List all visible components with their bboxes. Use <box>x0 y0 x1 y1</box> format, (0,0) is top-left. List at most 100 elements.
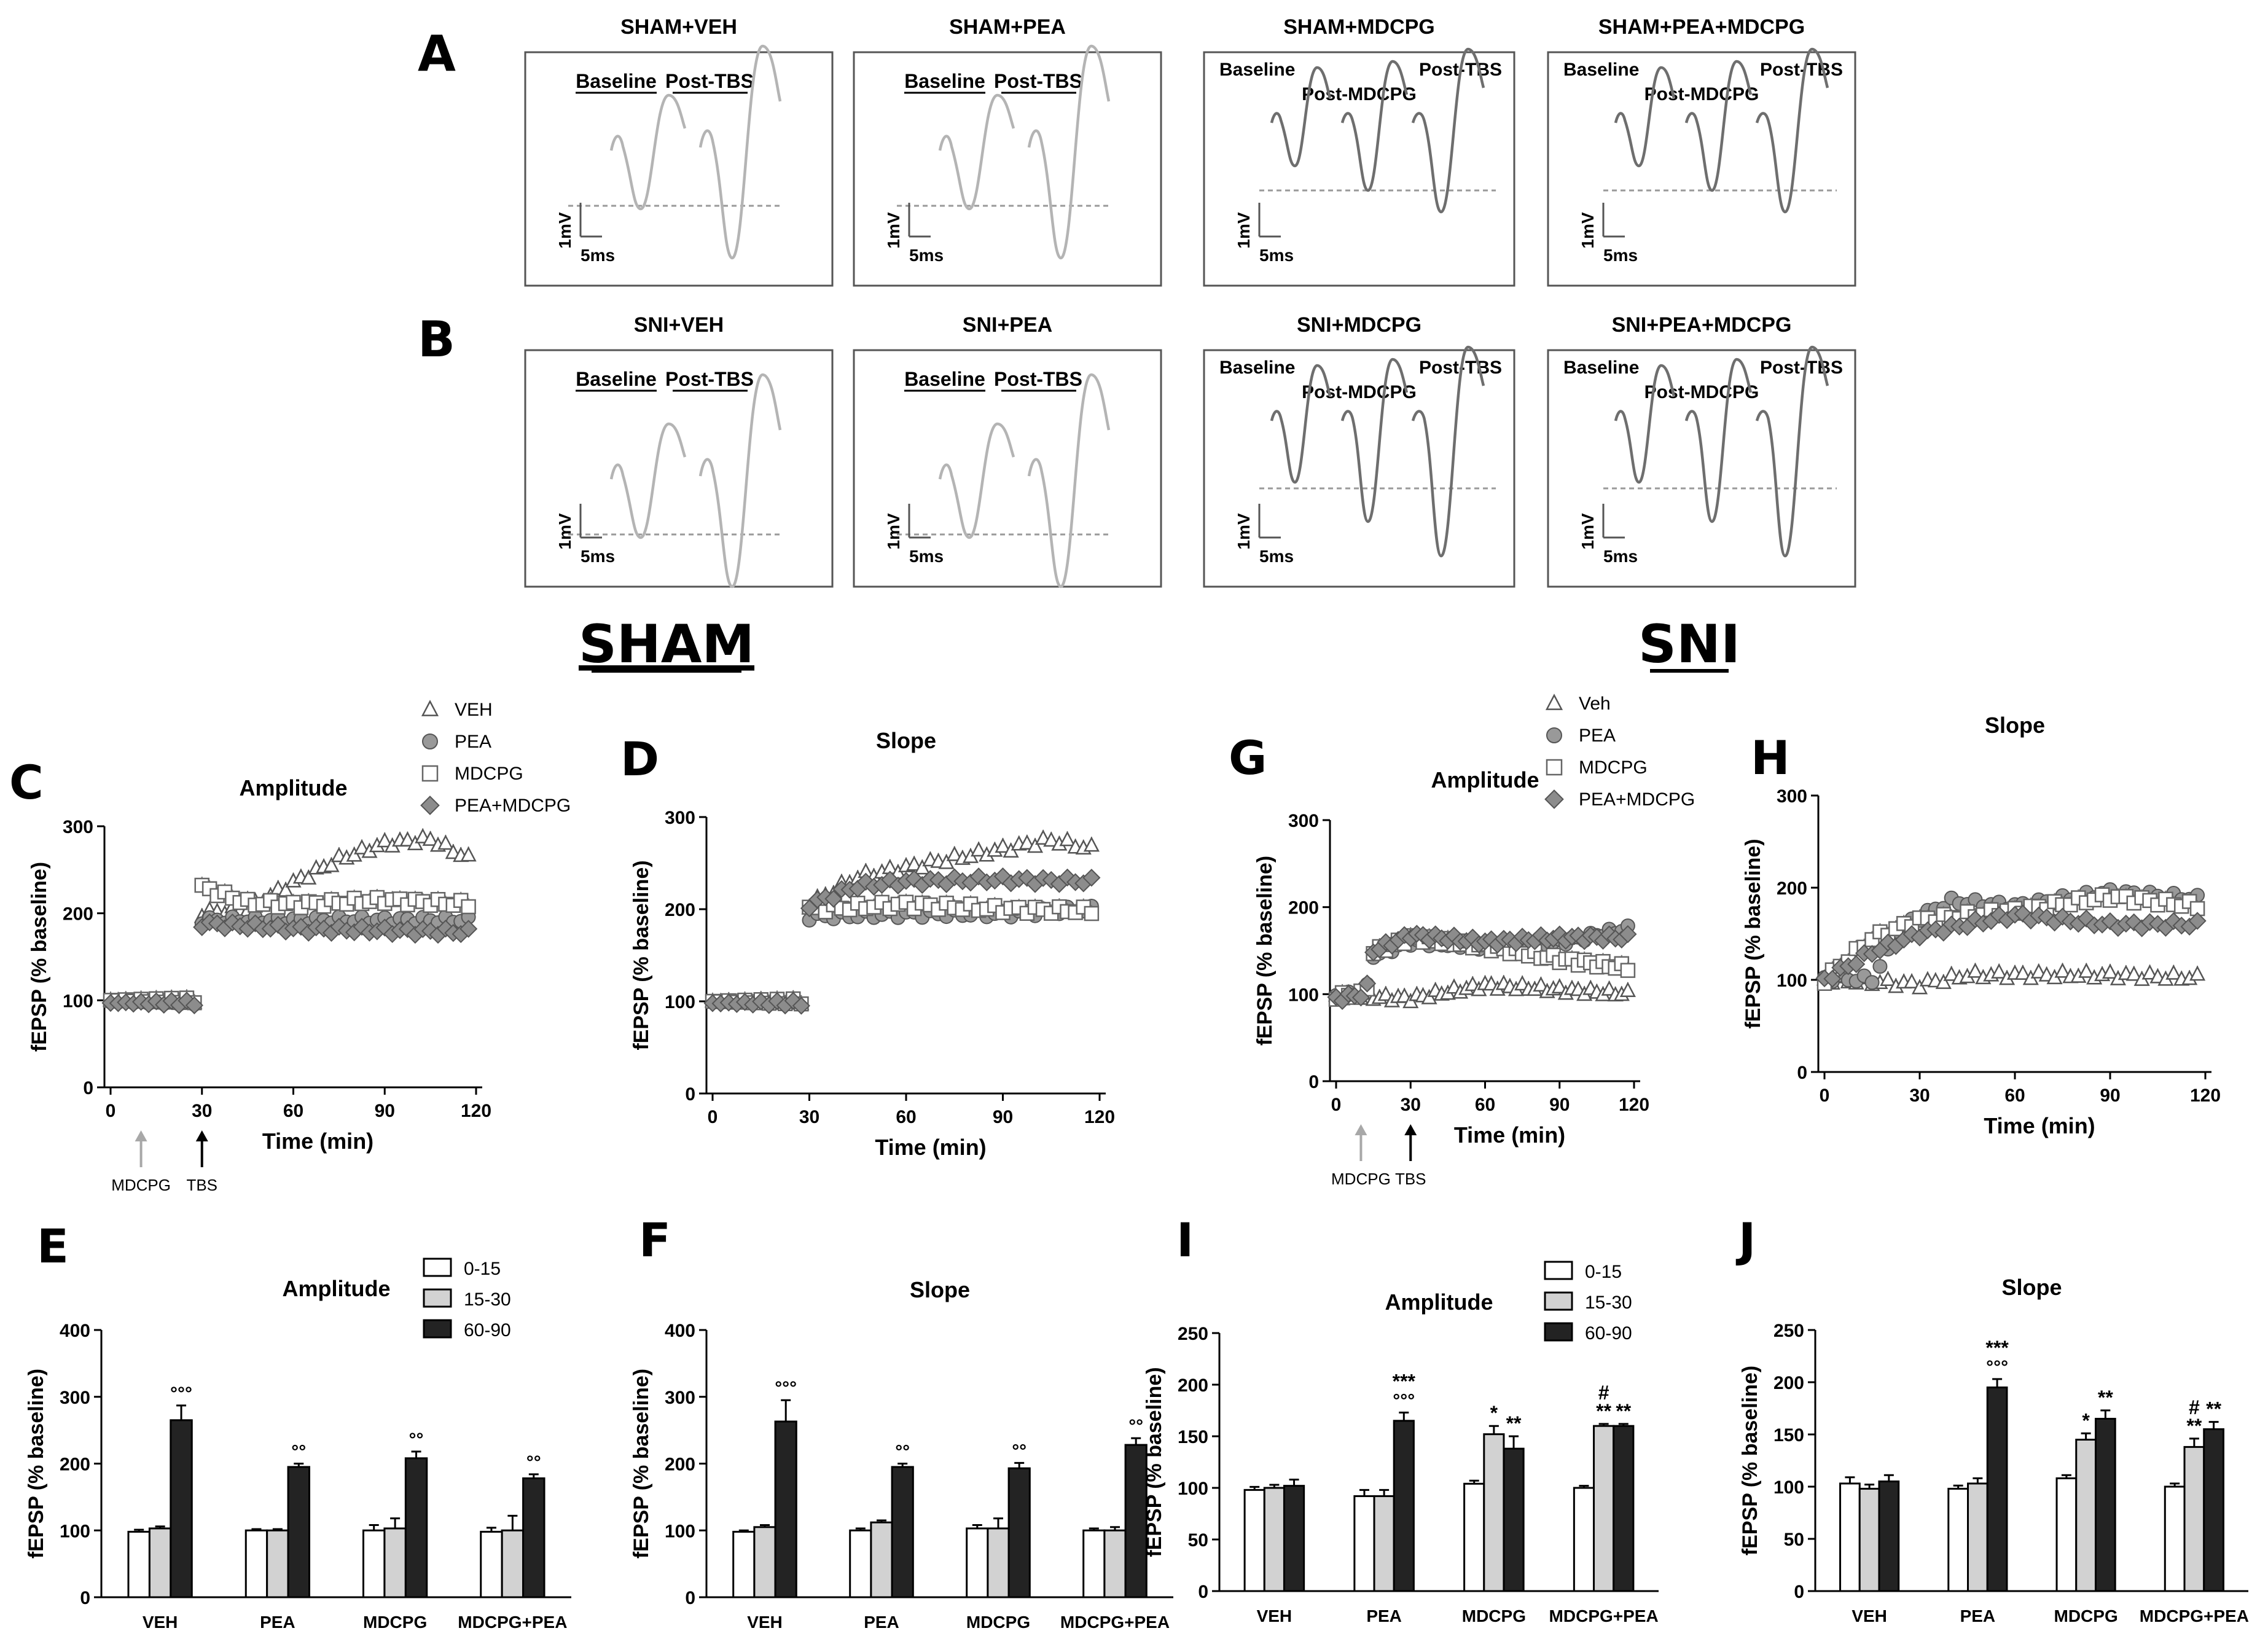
y-tick-label: 0 <box>83 1078 93 1098</box>
legend-marker <box>1546 759 1563 776</box>
trace-panel-box <box>1547 349 1856 588</box>
trace-panels-layer: SHAM+VEH Baseline Post-TBS 1mV 5ms SHAM+PEA Ba… <box>524 15 1856 589</box>
x-tick-label: 0 <box>708 1107 718 1127</box>
y-tick-label: 100 <box>1773 1477 1804 1498</box>
legend-swatch <box>1544 1291 1573 1311</box>
baseline-trace <box>609 93 687 211</box>
x-tick-label: 30 <box>799 1107 819 1127</box>
bar-veh-60-90 <box>170 1419 193 1598</box>
y-tick-label: 200 <box>1178 1375 1208 1396</box>
y-tick-label: 300 <box>665 1388 695 1408</box>
x-tick-label: 120 <box>1619 1095 1649 1115</box>
bar-mdcpg-pea-15-30 <box>501 1529 525 1598</box>
chart-title: Amplitude <box>240 775 348 800</box>
bar-veh-0-15 <box>127 1530 151 1598</box>
post-tbs-trace <box>698 373 782 589</box>
y-tick-label: 250 <box>1178 1324 1208 1344</box>
baseline-trace <box>1614 66 1676 168</box>
post-mdcpg-trace <box>1340 60 1409 192</box>
legend-marker <box>1546 727 1562 743</box>
arrow-head-tbs <box>195 1130 208 1141</box>
chart-panel-d: D Slope 0 100 200 300 fEPSP (% baseline) 0 30 60 9… <box>620 728 1115 1160</box>
baseline-label: Baseline <box>576 368 657 390</box>
baseline-label: Baseline <box>904 70 985 92</box>
bar-mdcpg-0-15 <box>2055 1477 2078 1592</box>
arrow-label-mdcpg: MDCPG <box>1331 1170 1391 1188</box>
sham-section-title: SHAM <box>579 614 754 675</box>
legend-swatch <box>423 1319 452 1339</box>
trace-panel-title: SHAM+MDCPG <box>1283 15 1435 39</box>
trace-panel-box <box>853 349 1162 588</box>
bar-veh-15-30 <box>1858 1487 1880 1592</box>
post-tbs-label: Post-TBS <box>1760 60 1843 80</box>
data-point <box>938 853 955 869</box>
legend-marker <box>1544 789 1564 809</box>
data-point <box>2189 965 2206 981</box>
y-axis-label: fEPSP (% baseline) <box>630 860 653 1050</box>
x-tick-label: 90 <box>993 1107 1013 1127</box>
trace-panel-box <box>524 51 834 287</box>
y-tick-label: 300 <box>1777 786 1807 807</box>
x-tick-label: 60 <box>896 1107 916 1127</box>
category-label-veh: VEH <box>747 1613 783 1632</box>
trace-panel-title: SNI+PEA <box>963 313 1052 337</box>
data-point <box>1358 974 1377 993</box>
y-tick-label: 200 <box>1777 878 1807 899</box>
legend-label-pea-mdcpg: PEA+MDCPG <box>455 796 571 816</box>
y-tick-label: 100 <box>1178 1479 1208 1499</box>
bar-mdcpg-0-15 <box>362 1529 386 1598</box>
legend-label-mdcpg: MDCPG <box>455 764 523 784</box>
series-pea-mdcpg <box>703 867 1101 1015</box>
bar-mdcpg-pea-0-15 <box>1573 1487 1595 1592</box>
baseline-label: Baseline <box>1219 358 1295 378</box>
category-label-mdcpg: MDCPG <box>363 1613 427 1632</box>
data-point <box>946 845 963 861</box>
chart-title: Amplitude <box>283 1276 391 1301</box>
data-point <box>1083 836 1100 852</box>
data-point <box>246 914 265 933</box>
category-label-mdcpg: MDCPG <box>966 1613 1030 1632</box>
data-point <box>2102 963 2119 979</box>
significance-mark: ** <box>1596 1400 1611 1422</box>
post-mdcpg-label: Post-MDCPG <box>1644 84 1759 104</box>
chart-title: Slope <box>2001 1275 2062 1300</box>
bar-pea-0-15 <box>244 1529 268 1598</box>
baseline-label: Baseline <box>904 368 985 390</box>
post-tbs-trace <box>1755 47 1829 214</box>
legend-swatch <box>423 1288 452 1308</box>
bar-veh-60-90 <box>1283 1485 1305 1592</box>
data-point <box>1043 831 1060 847</box>
baseline-label: Baseline <box>576 70 657 92</box>
data-point <box>353 918 371 936</box>
category-label-pea: PEA <box>1960 1606 1996 1625</box>
legend-label-veh: Veh <box>1579 694 1611 714</box>
y-axis-label: fEPSP (% baseline) <box>1738 1366 1762 1555</box>
y-tick-label: 0 <box>1794 1582 1804 1602</box>
category-label-mdcpg-pea: MDCPG+PEA <box>1549 1606 1659 1625</box>
bar-veh-15-30 <box>148 1527 172 1598</box>
data-point <box>1082 869 1101 887</box>
trace-panel-box <box>1203 349 1515 588</box>
section-headings: A B SHAM SNI <box>418 25 1740 675</box>
baseline-trace <box>938 93 1015 211</box>
x-axis-label: Time (min) <box>1984 1113 2095 1138</box>
data-point <box>1904 973 1920 988</box>
panel-letter: H <box>1751 730 1790 785</box>
arrow-label-mdcpg: MDCPG <box>111 1176 171 1194</box>
data-point <box>914 859 931 875</box>
significance-mark: ** <box>1506 1412 1522 1434</box>
y-tick-label: 50 <box>1188 1530 1208 1551</box>
post-tbs-label: Post-TBS <box>665 368 754 390</box>
scale-bar-ms-label: 5ms <box>909 547 944 566</box>
bar-pea-60-90 <box>891 1466 914 1598</box>
legend-marker <box>421 765 439 782</box>
post-tbs-trace <box>698 44 782 260</box>
bar-veh-15-30 <box>753 1526 776 1598</box>
post-mdcpg-label: Post-MDCPG <box>1302 382 1417 402</box>
data-point <box>2188 912 2207 930</box>
y-tick-label: 200 <box>60 1455 90 1475</box>
post-tbs-trace <box>1411 345 1485 558</box>
bar-pea-15-30 <box>1373 1495 1395 1592</box>
post-mdcpg-label: Post-MDCPG <box>1644 382 1759 402</box>
